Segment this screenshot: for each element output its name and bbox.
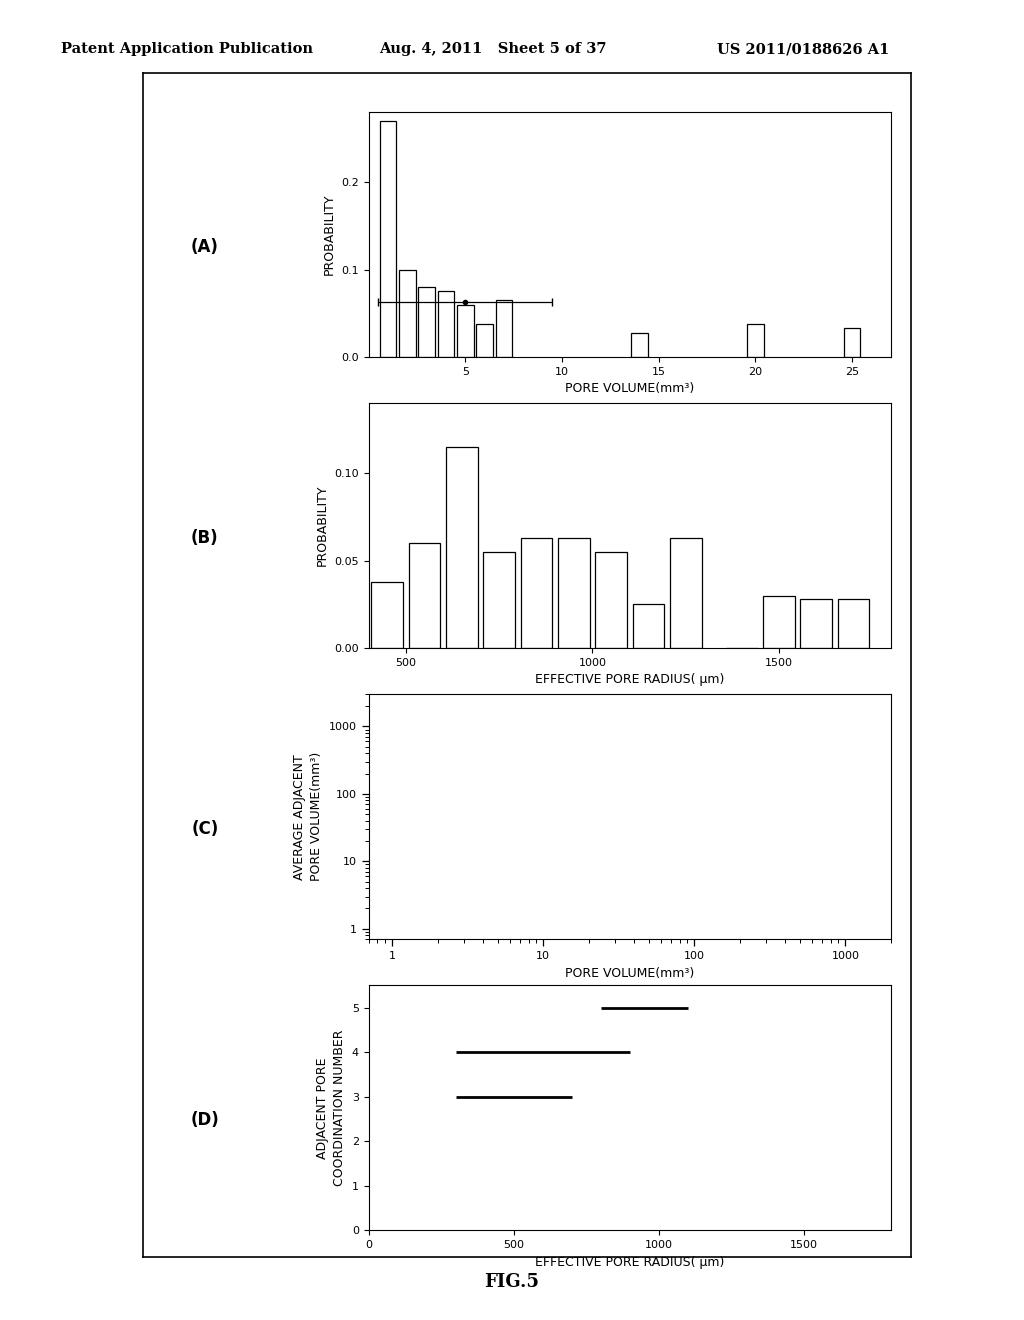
Bar bbox=[438, 292, 455, 356]
Bar bbox=[633, 605, 665, 648]
Bar bbox=[457, 305, 473, 356]
Bar bbox=[496, 300, 512, 356]
Bar bbox=[670, 539, 701, 648]
X-axis label: EFFECTIVE PORE RADIUS( μm): EFFECTIVE PORE RADIUS( μm) bbox=[536, 673, 724, 686]
Text: Patent Application Publication: Patent Application Publication bbox=[61, 42, 313, 57]
Y-axis label: PROBABILITY: PROBABILITY bbox=[315, 484, 329, 566]
Bar bbox=[520, 539, 552, 648]
Text: (D): (D) bbox=[190, 1111, 219, 1129]
Bar bbox=[801, 599, 833, 648]
Bar bbox=[838, 599, 869, 648]
Y-axis label: PROBABILITY: PROBABILITY bbox=[323, 194, 336, 276]
Text: (B): (B) bbox=[191, 529, 218, 546]
X-axis label: EFFECTIVE PORE RADIUS( μm): EFFECTIVE PORE RADIUS( μm) bbox=[536, 1255, 724, 1269]
X-axis label: PORE VOLUME(mm³): PORE VOLUME(mm³) bbox=[565, 966, 694, 979]
Bar bbox=[631, 333, 647, 356]
Text: FIG.5: FIG.5 bbox=[484, 1272, 540, 1291]
Bar bbox=[483, 552, 515, 648]
Y-axis label: AVERAGE ADJACENT
PORE VOLUME(mm³): AVERAGE ADJACENT PORE VOLUME(mm³) bbox=[293, 752, 324, 882]
Bar bbox=[446, 447, 478, 648]
Bar bbox=[372, 582, 403, 648]
Bar bbox=[409, 544, 440, 648]
X-axis label: PORE VOLUME(mm³): PORE VOLUME(mm³) bbox=[565, 383, 694, 395]
Bar bbox=[399, 269, 416, 356]
Bar bbox=[748, 323, 764, 356]
Text: (A): (A) bbox=[190, 238, 219, 256]
Text: US 2011/0188626 A1: US 2011/0188626 A1 bbox=[717, 42, 889, 57]
Text: Aug. 4, 2011   Sheet 5 of 37: Aug. 4, 2011 Sheet 5 of 37 bbox=[379, 42, 606, 57]
Y-axis label: ADJACENT PORE
COORDINATION NUMBER: ADJACENT PORE COORDINATION NUMBER bbox=[316, 1030, 346, 1187]
Bar bbox=[419, 286, 435, 356]
Bar bbox=[763, 595, 795, 648]
Bar bbox=[844, 329, 860, 356]
Bar bbox=[558, 539, 590, 648]
Bar bbox=[476, 323, 493, 356]
Bar bbox=[380, 121, 396, 356]
Text: (C): (C) bbox=[191, 820, 218, 838]
Bar bbox=[595, 552, 627, 648]
